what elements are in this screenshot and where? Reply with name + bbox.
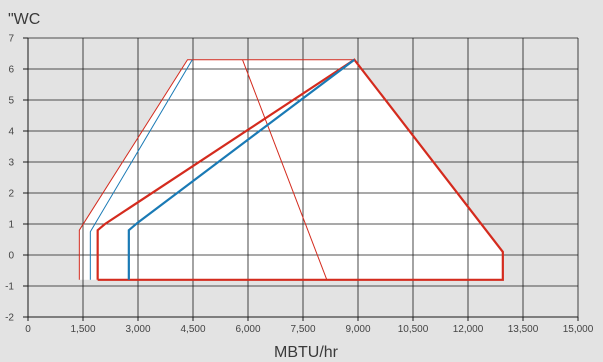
series-line-1 (78, 59, 355, 280)
y-tick-label: 0 (8, 251, 14, 262)
x-tick-label: 6,000 (235, 324, 260, 335)
y-tick-label: 2 (8, 189, 14, 200)
x-tick-label: 12,000 (453, 324, 484, 335)
x-axis-label: MBTU/hr (274, 344, 339, 361)
x-tick-label: 10,500 (398, 324, 429, 335)
y-tick-label: 7 (8, 34, 14, 45)
y-tick-label: 5 (8, 96, 14, 107)
x-tick-label: 7,500 (290, 324, 315, 335)
plot-area: -2 -1 0 1 2 3 4 5 6 7 0 1,500 3,000 4,500 6,000 7,500 9,… (5, 34, 594, 336)
y-tick-label: 6 (8, 65, 14, 76)
y-axis-label: "WC (8, 11, 40, 28)
y-tick-label: -2 (5, 313, 14, 324)
x-tick-label: 1,500 (70, 324, 95, 335)
series-line-5 (127, 58, 355, 280)
x-tick-label: 4,500 (180, 324, 205, 335)
x-tick-label: 15,000 (563, 324, 594, 335)
series-line-3 (89, 59, 193, 280)
y-tick-label: 3 (8, 158, 14, 169)
x-tick-label: 9,000 (345, 324, 370, 335)
x-tick-label: 0 (25, 324, 31, 335)
y-tick-label: 4 (8, 127, 14, 138)
x-tick-label: 3,000 (125, 324, 150, 335)
x-tick-label: 13,500 (508, 324, 539, 335)
operating-envelope (79, 59, 503, 280)
y-tick-label: -1 (5, 282, 14, 293)
y-tick-label: 1 (8, 220, 14, 231)
series-line-2 (242, 59, 328, 280)
